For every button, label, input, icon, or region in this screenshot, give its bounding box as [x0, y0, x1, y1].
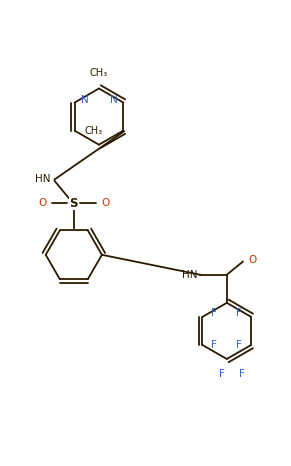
Text: CH₃: CH₃	[85, 126, 103, 136]
Text: F: F	[211, 308, 217, 318]
Text: N: N	[81, 95, 88, 104]
Text: O: O	[248, 255, 256, 265]
Text: O: O	[38, 198, 47, 208]
Text: F: F	[239, 369, 244, 378]
Text: F: F	[236, 340, 242, 350]
Text: CH₃: CH₃	[90, 68, 108, 78]
Text: HN: HN	[182, 270, 197, 280]
Text: F: F	[219, 369, 225, 378]
Text: S: S	[70, 197, 78, 210]
Text: HN: HN	[35, 174, 50, 185]
Text: F: F	[236, 308, 242, 318]
Text: O: O	[101, 198, 109, 208]
Text: F: F	[211, 340, 217, 350]
Text: N: N	[110, 95, 117, 104]
